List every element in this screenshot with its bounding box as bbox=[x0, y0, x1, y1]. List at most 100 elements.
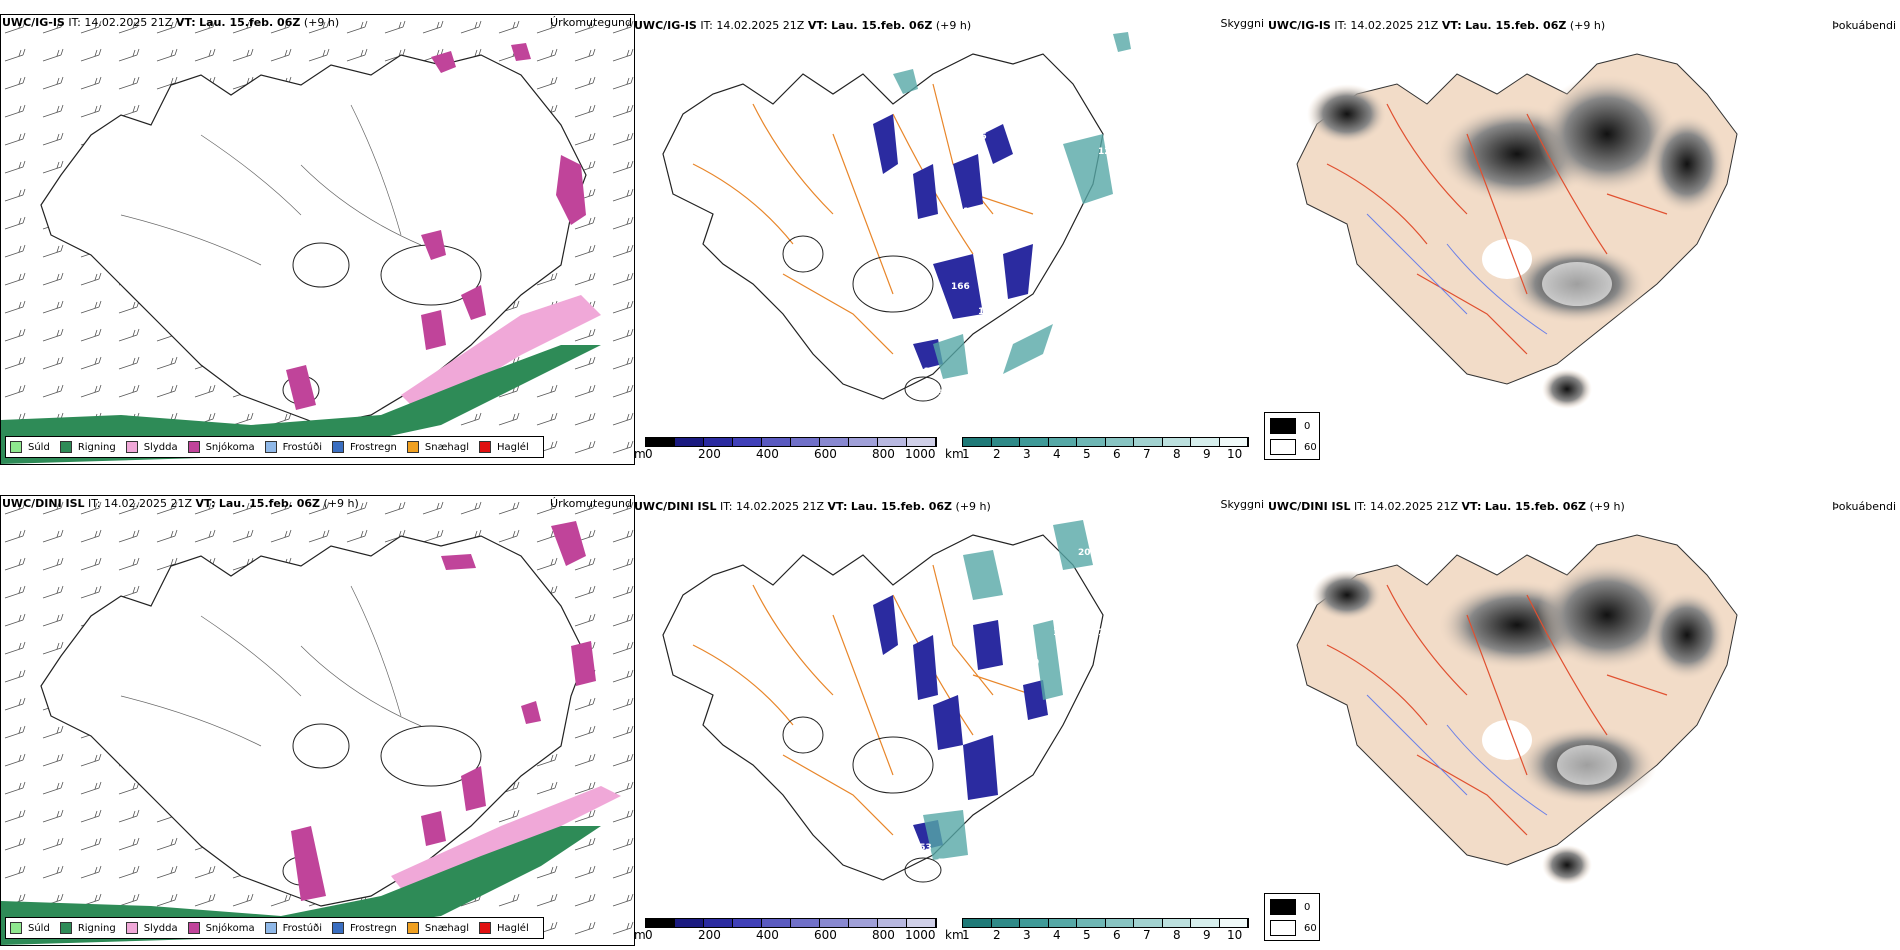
cloud-base-colorbar-2: m 0 200 400 600 800 1000 bbox=[633, 918, 938, 942]
vis-tick: 2 bbox=[993, 447, 1001, 461]
model-name: UWC/IG-IS bbox=[1268, 19, 1331, 32]
legend-swatch bbox=[125, 922, 138, 934]
legend-swatch bbox=[332, 922, 344, 934]
legend-swatch bbox=[406, 922, 419, 934]
valid-time: Lau. 15.feb. 06Z bbox=[1484, 500, 1587, 513]
legend-label: Snæhagl bbox=[424, 441, 470, 453]
legend-item-rain: Rigning bbox=[59, 922, 116, 934]
cloud-tick: 0 bbox=[645, 928, 653, 942]
cloud-label: 87 bbox=[1113, 673, 1126, 683]
cloud-label: 105 bbox=[978, 337, 997, 347]
vis-tick: 9 bbox=[1203, 447, 1211, 461]
legend-label: Slydda bbox=[143, 922, 178, 934]
legend-item-sudd: Súld bbox=[10, 922, 50, 934]
vis-tick: 10 bbox=[1227, 447, 1243, 461]
fog-swatch-dark bbox=[1270, 899, 1296, 915]
cloud-label: 133 bbox=[1063, 733, 1082, 743]
vis-tick: 1 bbox=[962, 928, 970, 942]
precip-type-panel-2: UWC/DINI ISL IT: 14.02.2025 21Z VT: Lau.… bbox=[0, 495, 635, 946]
cloud-base-colorbar-1: m 0 200 400 600 800 1000 bbox=[633, 437, 938, 461]
vis-tick: 1 bbox=[962, 447, 970, 461]
legend-label: Snjókoma bbox=[205, 441, 255, 453]
cloud-label: 102 bbox=[978, 307, 997, 317]
init-time: 14.02.2025 21Z bbox=[716, 19, 805, 32]
cloud-tick: 1000 bbox=[905, 447, 936, 461]
legend-swatch bbox=[59, 441, 72, 453]
init-time: 14.02.2025 21Z bbox=[1370, 500, 1459, 513]
vis-colorbar-unit: km bbox=[945, 928, 964, 942]
legend-swatch bbox=[125, 441, 138, 453]
precip-legend-1: Súld Rigning Slydda Snjókoma Frostúði Fr… bbox=[5, 436, 544, 458]
cloud-label: 162 bbox=[1098, 628, 1117, 638]
legend-item-hail: Haglél bbox=[479, 441, 529, 453]
model-name: UWC/IG-IS bbox=[634, 19, 697, 32]
header-precip-1: UWC/IG-IS IT: 14.02.2025 21Z VT: Lau. 15… bbox=[2, 16, 339, 29]
cloud-colorbar-bar bbox=[645, 437, 937, 447]
vis-tick: 2 bbox=[993, 928, 1001, 942]
it-label: IT: bbox=[700, 19, 713, 32]
cloud-map-2: 30 209 264 13 11 162 16 87 9 65 108 145 … bbox=[662, 520, 1131, 883]
legend-swatch bbox=[187, 441, 200, 453]
vis-colorbar-unit: km bbox=[945, 447, 964, 461]
cloud-label: 11 bbox=[993, 222, 1006, 232]
cloud-label: 166 bbox=[951, 282, 970, 292]
valid-time: Lau. 15.feb. 06Z bbox=[218, 497, 321, 510]
vis-tick: 7 bbox=[1143, 928, 1151, 942]
cloud-label: 33 bbox=[1133, 182, 1146, 192]
cloud-label: 140 bbox=[1065, 758, 1084, 768]
cloud-colorbar-bar bbox=[645, 918, 937, 928]
iceland-outline bbox=[40, 54, 587, 426]
fog-legend-top: 0 bbox=[1304, 420, 1311, 432]
cloud-tick: 400 bbox=[756, 928, 779, 942]
vis-tick: 8 bbox=[1173, 928, 1181, 942]
vis-tick: 5 bbox=[1083, 447, 1091, 461]
legend-item-snow: Snjókoma bbox=[187, 441, 255, 453]
cloud-label: 120 bbox=[1098, 147, 1117, 157]
cloud-label: 108 bbox=[1098, 710, 1117, 720]
valid-time: Lau. 15.feb. 06Z bbox=[850, 500, 953, 513]
header-fog-2: UWC/DINI ISL IT: 14.02.2025 21Z VT: Lau.… bbox=[1268, 500, 1625, 513]
precip-legend-2: Súld Rigning Slydda Snjókoma Frostúði Fr… bbox=[5, 917, 544, 939]
cloud-label: 12 bbox=[1083, 232, 1096, 242]
legend-item-sleet: Slydda bbox=[125, 441, 178, 453]
init-time: 14.02.2025 21Z bbox=[1350, 19, 1439, 32]
vt-label: VT: bbox=[175, 16, 196, 29]
cloud-map-1: 165 14 185 120 142 40 30 33 109 11 18 12… bbox=[662, 32, 1146, 402]
cloud-vis-panel-2: 30 209 264 13 11 162 16 87 9 65 108 145 … bbox=[633, 495, 1267, 944]
it-label: IT: bbox=[720, 500, 733, 513]
legend-label: Haglél bbox=[497, 441, 529, 453]
header-cloud-2: UWC/DINI ISL IT: 14.02.2025 21Z VT: Lau.… bbox=[634, 500, 991, 513]
vis-tick: 7 bbox=[1143, 447, 1151, 461]
precip-type-panel-1: UWC/IG-IS IT: 14.02.2025 21Z VT: Lau. 15… bbox=[0, 14, 635, 465]
valid-time: Lau. 15.feb. 06Z bbox=[199, 16, 301, 29]
legend-label: Haglél bbox=[497, 922, 529, 934]
fog-panel-1: UWC/IG-IS IT: 14.02.2025 21Z VT: Lau. 15… bbox=[1267, 14, 1900, 463]
legend-label: Snæhagl bbox=[424, 922, 470, 934]
legend-item-sleet: Slydda bbox=[125, 922, 178, 934]
fog-title-1: Þokuábendi bbox=[1832, 19, 1896, 32]
cloud-label: 165 bbox=[1078, 82, 1097, 92]
cloud-label: 209 bbox=[1078, 548, 1097, 558]
fog-swatch-light bbox=[1270, 439, 1296, 455]
legend-label: Frostregn bbox=[350, 922, 397, 934]
cloud-label: 109 bbox=[963, 207, 982, 217]
legend-swatch bbox=[264, 922, 277, 934]
cloud-label: 30 bbox=[1053, 172, 1066, 182]
vis-tick: 4 bbox=[1053, 447, 1061, 461]
lead-time: (+9 h) bbox=[955, 500, 991, 513]
cloud-tick: 400 bbox=[756, 447, 779, 461]
model-name: UWC/DINI ISL bbox=[2, 497, 85, 510]
it-label: IT: bbox=[68, 16, 81, 29]
cloud-label: 145 bbox=[1093, 728, 1112, 738]
cloud-tick: 200 bbox=[698, 447, 721, 461]
legend-item-freezing-rain: Frostregn bbox=[332, 922, 397, 934]
valid-time: Lau. 15.feb. 06Z bbox=[831, 19, 933, 32]
visibility-colorbar-1: km 1 2 3 4 5 6 7 8 9 10 bbox=[945, 437, 1250, 461]
cloud-tick: 200 bbox=[698, 928, 721, 942]
cloud-tick: 0 bbox=[645, 447, 653, 461]
legend-label: Frostregn bbox=[350, 441, 397, 453]
cloud-label: 53 bbox=[938, 389, 951, 399]
legend-label: Slydda bbox=[143, 441, 178, 453]
legend-item-snow: Snjókoma bbox=[187, 922, 255, 934]
vis-tick: 6 bbox=[1113, 928, 1121, 942]
